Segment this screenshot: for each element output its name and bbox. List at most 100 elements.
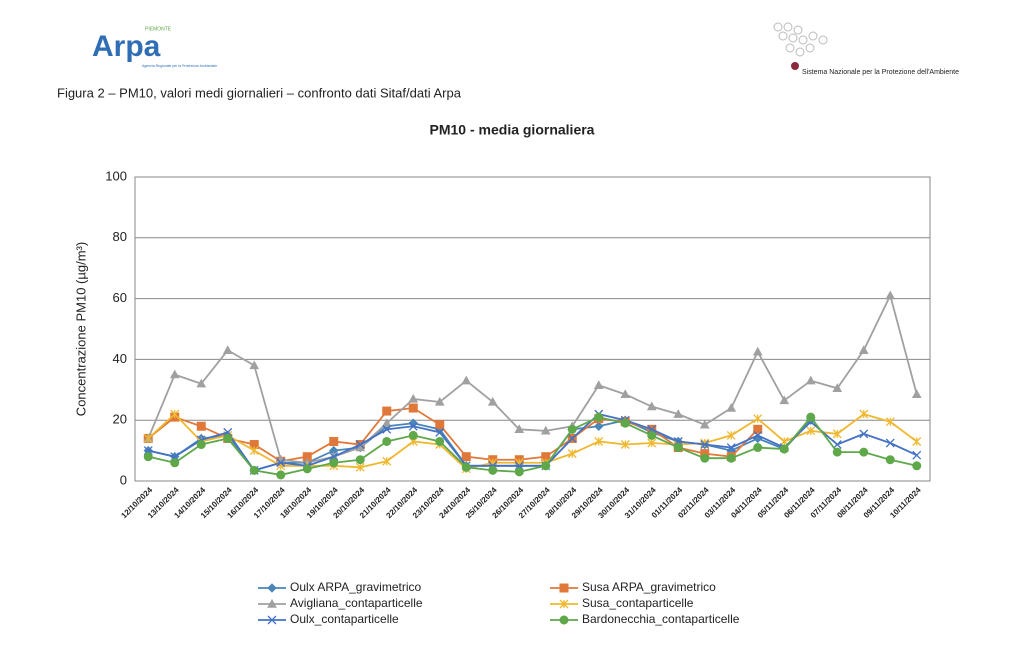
marker <box>559 583 569 593</box>
legend-label: Bardonecchia_contaparticelle <box>582 612 740 626</box>
marker <box>806 412 816 422</box>
marker <box>885 417 895 427</box>
marker <box>381 418 392 427</box>
marker <box>514 467 524 477</box>
logo-region: PIEMONTE <box>145 26 172 32</box>
marker <box>673 409 684 418</box>
marker <box>329 436 339 446</box>
marker <box>276 470 286 480</box>
marker <box>249 446 259 456</box>
marker <box>620 389 631 399</box>
marker <box>646 401 657 411</box>
marker <box>267 615 277 625</box>
legend-label: Susa ARPA_gravimetrico <box>582 580 716 594</box>
marker <box>752 346 763 356</box>
marker <box>700 440 710 449</box>
marker <box>832 383 843 392</box>
y-tick-label: 60 <box>113 290 127 305</box>
marker <box>355 462 365 472</box>
marker <box>559 615 569 625</box>
marker <box>779 395 790 405</box>
logo-left: Arpa PIEMONTE Agenzia Regionale per la P… <box>92 26 217 68</box>
marker <box>832 447 842 457</box>
marker <box>487 396 498 406</box>
marker <box>514 424 525 434</box>
marker <box>912 450 922 460</box>
marker <box>805 375 816 385</box>
marker <box>435 420 445 430</box>
caption: Figura 2 – PM10, valori medi giornalieri… <box>57 85 462 100</box>
marker <box>594 412 604 422</box>
marker <box>170 409 180 419</box>
legend-label: Susa_contaparticelle <box>582 596 694 610</box>
y-axis-label: Concentrazione PM10 (µg/m³) <box>73 242 88 416</box>
marker <box>885 438 895 448</box>
marker <box>461 452 471 462</box>
legend-label: Avigliana_contaparticelle <box>290 596 423 610</box>
marker <box>461 462 471 472</box>
marker <box>858 345 869 354</box>
marker <box>408 421 418 431</box>
marker <box>170 458 180 468</box>
logo-right-text: Sistema Nazionale per la Protezione dell… <box>802 69 959 76</box>
marker <box>408 418 418 428</box>
marker <box>753 424 763 434</box>
marker <box>912 461 922 471</box>
series <box>143 409 922 474</box>
series-line <box>147 412 918 470</box>
y-tick-label: 100 <box>105 168 127 183</box>
y-tick-label: 40 <box>113 351 127 366</box>
marker <box>382 406 392 416</box>
marker <box>620 440 630 449</box>
marker <box>753 414 763 424</box>
marker <box>488 465 498 475</box>
marker <box>726 403 737 412</box>
series <box>143 290 922 467</box>
marker <box>267 583 277 593</box>
marker <box>859 447 869 457</box>
marker <box>169 369 180 379</box>
marker <box>673 443 683 453</box>
marker <box>779 444 789 454</box>
legend-label: Oulx_contaparticelle <box>290 612 399 626</box>
marker <box>408 403 418 413</box>
logo-sub: Agenzia Regionale per la Protezione Ambi… <box>142 64 217 68</box>
marker <box>276 458 286 468</box>
marker <box>143 433 153 443</box>
marker <box>647 438 657 448</box>
marker <box>267 598 277 608</box>
marker <box>567 424 577 434</box>
marker <box>196 440 206 450</box>
marker <box>355 455 365 465</box>
chart-title: PM10 - media giornaliera <box>430 122 595 138</box>
series <box>143 412 922 480</box>
series-line <box>147 292 918 464</box>
marker <box>700 453 710 463</box>
marker <box>559 599 569 609</box>
marker <box>540 425 551 435</box>
marker <box>223 433 233 443</box>
marker <box>885 455 895 465</box>
plot-area <box>134 176 931 482</box>
y-tick-label: 0 <box>120 472 127 487</box>
logo-text: Arpa <box>92 30 161 63</box>
marker <box>435 427 445 437</box>
logo-right: Sistema Nazionale per la Protezione dell… <box>773 22 959 76</box>
marker <box>647 430 657 440</box>
marker <box>699 419 710 429</box>
marker <box>594 437 604 446</box>
marker <box>594 421 604 431</box>
marker <box>859 409 869 419</box>
marker <box>143 452 153 462</box>
marker <box>382 424 392 434</box>
marker <box>911 389 922 399</box>
marker <box>196 378 207 388</box>
marker <box>726 453 736 463</box>
marker <box>249 360 260 370</box>
marker <box>541 461 551 471</box>
marker <box>408 430 418 440</box>
marker <box>196 421 206 431</box>
marker <box>329 458 339 468</box>
marker <box>382 456 392 466</box>
